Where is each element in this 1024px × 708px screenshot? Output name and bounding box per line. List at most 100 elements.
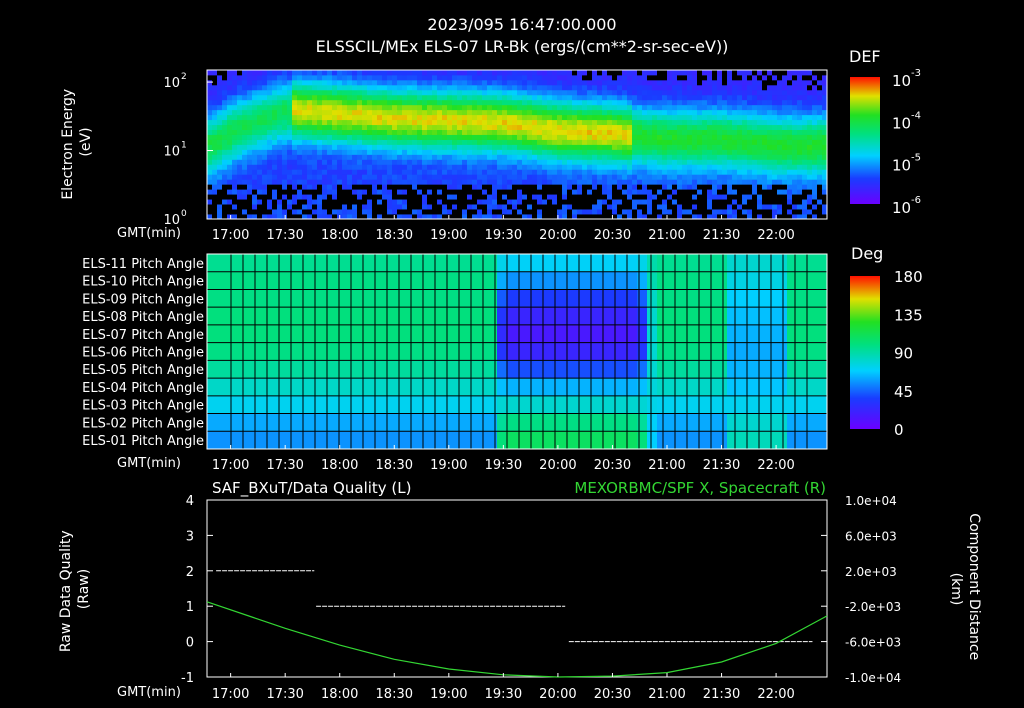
pitch-angle-cell xyxy=(657,413,668,432)
pitch-angle-cell xyxy=(257,431,268,450)
spectrogram-cell xyxy=(217,159,223,165)
pitch-angle-cell xyxy=(527,254,538,273)
spectrogram-cell xyxy=(392,169,398,175)
spectrogram-cell xyxy=(252,159,258,165)
spectrogram-cell xyxy=(642,99,648,106)
spectrogram-cell xyxy=(577,174,583,180)
pitch-angle-cell xyxy=(547,324,558,344)
spectrogram-cell xyxy=(557,129,563,135)
spectrogram-cell xyxy=(697,94,703,101)
spectrogram-cell xyxy=(807,114,813,121)
spectrogram-cell xyxy=(222,144,228,150)
pitch-angle-cell xyxy=(597,271,608,290)
spectrogram-cell xyxy=(267,70,273,76)
spectrogram-cell xyxy=(622,214,628,220)
spectrogram-cell xyxy=(267,99,273,106)
spectrogram-cell xyxy=(302,134,308,140)
spectrogram-cell xyxy=(347,89,353,96)
pitch-angle-cell xyxy=(747,271,758,290)
pitch-angle-cell xyxy=(417,289,428,308)
pitch-angle-cell xyxy=(377,378,388,397)
spectrogram-cell xyxy=(302,94,308,101)
spectrogram-cell xyxy=(807,169,813,175)
spectrogram-cell xyxy=(397,74,403,81)
spectrogram-cell xyxy=(802,94,808,101)
spectrogram-cell xyxy=(797,104,803,111)
spectrogram-cell xyxy=(622,204,628,210)
pitch-angle-cell xyxy=(767,360,778,379)
spectrogram-cell xyxy=(652,159,658,165)
spectrogram-cell xyxy=(252,89,258,96)
spectrogram-cell xyxy=(472,94,478,101)
spectrogram-cell xyxy=(782,174,788,180)
spectrogram-cell xyxy=(282,189,288,195)
pitch-angle-cell xyxy=(367,413,378,432)
spectrogram-cell xyxy=(782,84,788,91)
spectrogram-cell xyxy=(302,84,308,91)
pitch-angle-cell xyxy=(747,324,758,344)
spectrogram-cell xyxy=(682,154,688,160)
spectrogram-cell xyxy=(492,149,498,155)
spectrogram-cell xyxy=(537,129,543,135)
spectrogram-cell xyxy=(517,214,523,220)
spectrogram-cell xyxy=(332,74,338,81)
spectrogram-cell xyxy=(532,99,538,106)
spectrogram-cell xyxy=(277,119,283,126)
spectrogram-cell xyxy=(232,194,238,200)
pitch-angle-cell xyxy=(427,254,438,273)
spectrogram-cell xyxy=(752,70,758,76)
spectrogram-cell xyxy=(797,154,803,160)
spectrogram-cell xyxy=(282,184,288,190)
spectrogram-cell xyxy=(487,109,493,116)
spectrogram-cell xyxy=(382,189,388,195)
spectrogram-cell xyxy=(592,99,598,106)
spectrogram-cell xyxy=(597,204,603,210)
spectrogram-cell xyxy=(772,94,778,101)
spectrogram-cell xyxy=(327,159,333,165)
spectrogram-cell xyxy=(527,139,533,145)
spectrogram-cell xyxy=(637,104,643,111)
spectrogram-cell xyxy=(257,174,263,180)
spectrogram-cell xyxy=(717,129,723,135)
spectrogram-cell xyxy=(447,94,453,101)
spectrogram-cell xyxy=(497,74,503,81)
spectrogram-cell xyxy=(672,70,678,76)
spectrogram-cell xyxy=(307,109,313,116)
spectrogram-cell xyxy=(552,89,558,96)
pitch-angle-cell xyxy=(737,289,748,308)
spectrogram-cell xyxy=(712,134,718,140)
spectrogram-cell xyxy=(532,84,538,91)
spectrogram-cell xyxy=(457,184,463,190)
spectrogram-cell xyxy=(517,109,523,116)
pitch-angle-cell xyxy=(817,342,828,361)
pitch-angle-cell xyxy=(777,342,788,361)
spectrogram-cell xyxy=(612,84,618,91)
spectrogram-cell xyxy=(302,129,308,135)
spectrogram-cell xyxy=(702,109,708,116)
spectrogram-cell xyxy=(467,144,473,150)
spectrogram-cell xyxy=(417,179,423,185)
spectrogram-cell xyxy=(322,70,328,76)
spectrogram-cell xyxy=(622,74,628,81)
spectrogram-cell xyxy=(367,114,373,121)
spectrogram-cell xyxy=(627,109,633,116)
spectrogram-cell xyxy=(722,139,728,145)
spectrogram-cell xyxy=(327,99,333,106)
spectrogram-cell xyxy=(397,94,403,101)
spectrogram-cell xyxy=(362,109,368,116)
spectrogram-cell xyxy=(327,119,333,126)
spectrogram-cell xyxy=(632,119,638,126)
spectrogram-cell xyxy=(412,194,418,200)
spectrogram-cell xyxy=(482,99,488,106)
spectrogram-cell xyxy=(207,139,213,145)
spectrogram-cell xyxy=(222,99,228,106)
spectrogram-cell xyxy=(332,174,338,180)
pitch-angle-cell xyxy=(407,271,418,290)
spectrogram-cell xyxy=(602,149,608,155)
spectrogram-cell xyxy=(327,189,333,195)
spectrogram-cell xyxy=(212,99,218,106)
spectrogram-cell xyxy=(662,209,668,215)
spectrogram-cell xyxy=(447,74,453,81)
spectrogram-cell xyxy=(367,94,373,101)
spectrogram-cell xyxy=(327,129,333,135)
